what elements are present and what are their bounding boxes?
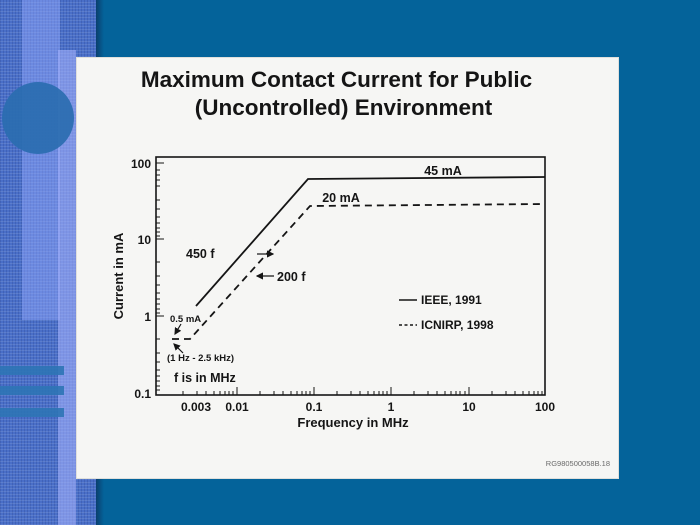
annotation-450f: 450 f (186, 247, 215, 261)
annotation-200f: 200 f (277, 270, 306, 284)
decorative-circle (2, 82, 74, 154)
x-tick-label: 10 (462, 400, 476, 414)
x-axis-label: Frequency in MHz (297, 415, 409, 430)
y-tick-label: 0.1 (134, 387, 151, 401)
slide-card: Maximum Contact Current for Public (Unco… (77, 58, 618, 478)
y-tick-label: 1 (144, 310, 151, 324)
legend-label-ieee: IEEE, 1991 (421, 293, 482, 307)
y-axis-ticks (156, 162, 164, 391)
title-line-1: Maximum Contact Current for Public (140, 67, 533, 92)
y-tick-label: 10 (138, 233, 152, 247)
arrow-05ma (174, 323, 182, 336)
arrow-range (173, 343, 184, 354)
decorative-band (22, 0, 60, 320)
x-tick-label: 0.1 (306, 400, 323, 414)
title-line-2: (Uncontrolled) Environment (194, 95, 493, 120)
legend-label-icnirp: ICNIRP, 1998 (421, 318, 494, 332)
x-tick-label: 1 (388, 400, 395, 414)
annotation-20ma: 20 mA (322, 191, 360, 205)
annotation-45ma: 45 mA (424, 164, 462, 178)
decorative-bar (0, 408, 64, 417)
decorative-bar (0, 386, 64, 395)
annotation-05ma: 0.5 mA (170, 314, 201, 325)
decorative-stripe (58, 50, 76, 525)
chart: 100 10 1 0.1 0.003 0.01 0.1 1 10 100 Fre… (111, 156, 555, 430)
series-ieee-1991 (195, 176, 546, 307)
x-axis-ticks (182, 387, 543, 395)
annotation-range: (1 Hz - 2.5 kHz) (167, 353, 234, 364)
slide-title: Maximum Contact Current for Public (Unco… (77, 66, 618, 122)
decorative-bar (0, 366, 64, 375)
series-icnirp-1998 (172, 203, 546, 340)
x-tick-label: 0.01 (225, 400, 249, 414)
x-tick-label: 100 (535, 400, 555, 414)
reference-code: RG980500058B.18 (545, 459, 610, 468)
y-axis-label: Current in mA (111, 232, 126, 319)
annotation-f-note: f is in MHz (174, 371, 236, 385)
y-tick-label: 100 (131, 157, 151, 171)
x-tick-label: 0.003 (181, 400, 211, 414)
